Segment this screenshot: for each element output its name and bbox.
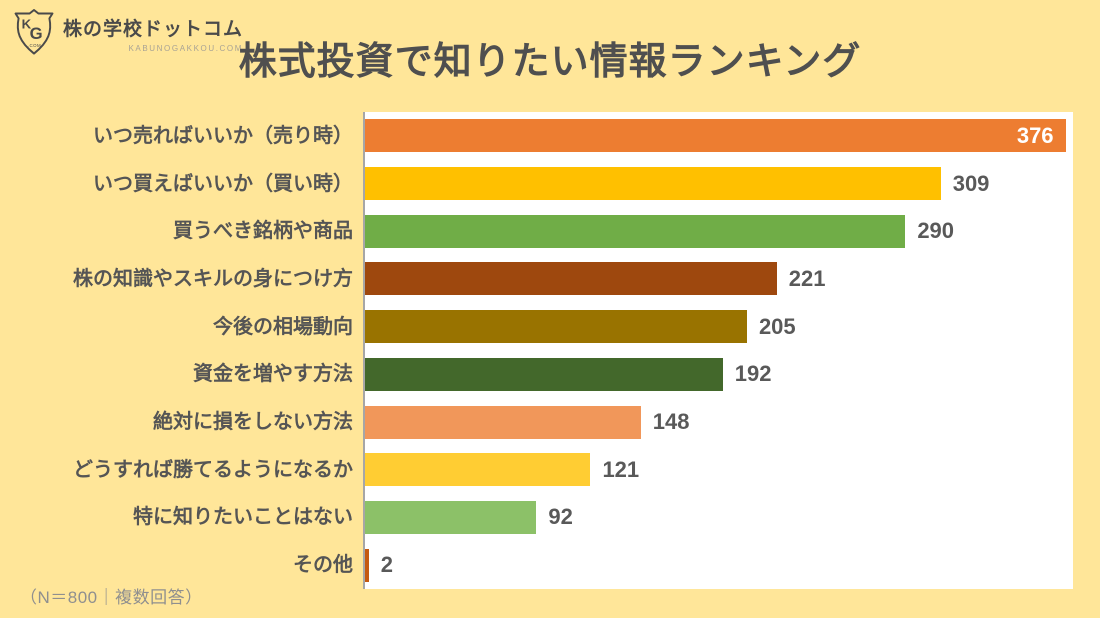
bar (365, 548, 369, 582)
bar (365, 167, 941, 201)
value-label: 192 (734, 361, 772, 387)
bar-row: 絶対に損をしない方法 148 (0, 398, 1073, 446)
value-label: 121 (602, 456, 640, 482)
bar-row: いつ売ればいいか（売り時） 376 (0, 112, 1073, 160)
category-label: どうすれば勝てるようになるか (73, 458, 353, 481)
category-label: いつ売ればいいか（売り時） (93, 124, 353, 147)
category-label: 今後の相場動向 (213, 315, 353, 338)
bar-area: 148 (365, 398, 1073, 446)
brand-logo: K G .COM 株の学校ドットコム KABUNOGAKKOU.COM (12, 8, 243, 56)
bar-area: 376 (365, 112, 1073, 160)
value-label: 92 (548, 504, 573, 530)
value-label: 221 (788, 265, 826, 291)
category-label: 買うべき銘柄や商品 (173, 220, 353, 243)
value-label: 2 (380, 552, 393, 578)
category-label: 絶対に損をしない方法 (153, 411, 353, 434)
logo-domain: KABUNOGAKKOU.COM (128, 44, 244, 53)
bar-chart: いつ売ればいいか（売り時） 376 いつ買えばいいか（買い時） 309 買うべき銘柄や商… (0, 112, 1073, 589)
category-label: 株の知識やスキルの身につけ方 (73, 267, 353, 290)
bar-row: どうすれば勝てるようになるか 121 (0, 446, 1073, 494)
svg-text:K: K (22, 16, 32, 31)
value-label: 309 (952, 170, 990, 196)
value-label: 376 (1016, 122, 1054, 148)
svg-text:G: G (30, 24, 43, 43)
svg-text:.COM: .COM (28, 43, 41, 48)
logo-name: 株の学校ドットコム (63, 19, 244, 40)
bar (365, 357, 723, 391)
category-label: その他 (293, 554, 353, 577)
bar-area: 309 (365, 160, 1073, 208)
value-label: 290 (917, 218, 955, 244)
bar (365, 405, 641, 439)
bar-row: 株の知識やスキルの身につけ方 221 (0, 255, 1073, 303)
value-label: 205 (758, 313, 796, 339)
sample-size-note: （N＝800｜複数回答） (20, 588, 203, 607)
bar: 376 (365, 119, 1066, 153)
category-label: 資金を増やす方法 (193, 363, 353, 386)
page-title: 株式投資で知りたい情報ランキング (238, 41, 862, 83)
bar-area: 92 (365, 494, 1073, 542)
bar-area: 290 (365, 207, 1073, 255)
bar (365, 262, 777, 296)
bar (365, 453, 591, 487)
bar-row: いつ買えばいいか（買い時） 309 (0, 160, 1073, 208)
bar (365, 214, 906, 248)
bar-row: 買うべき銘柄や商品 290 (0, 207, 1073, 255)
bar-area: 192 (365, 351, 1073, 399)
bar-rows: いつ売ればいいか（売り時） 376 いつ買えばいいか（買い時） 309 買うべき銘柄や商… (0, 112, 1073, 589)
bar-row: 資金を増やす方法 192 (0, 351, 1073, 399)
logo-text: 株の学校ドットコム KABUNOGAKKOU.COM (63, 8, 243, 53)
category-label: 特に知りたいことはない (133, 506, 353, 529)
bar-area: 221 (365, 255, 1073, 303)
bar (365, 310, 747, 344)
bar-area: 2 (365, 541, 1073, 589)
category-label: いつ買えばいいか（買い時） (93, 172, 353, 195)
bar-row: その他 2 (0, 541, 1073, 589)
bar-row: 特に知りたいことはない 92 (0, 494, 1073, 542)
bar-area: 121 (365, 446, 1073, 494)
value-label: 148 (652, 409, 690, 435)
bar (365, 500, 537, 534)
kg-shield-icon: K G .COM (14, 9, 54, 55)
bar-area: 205 (365, 303, 1073, 351)
bar-row: 今後の相場動向 205 (0, 303, 1073, 351)
